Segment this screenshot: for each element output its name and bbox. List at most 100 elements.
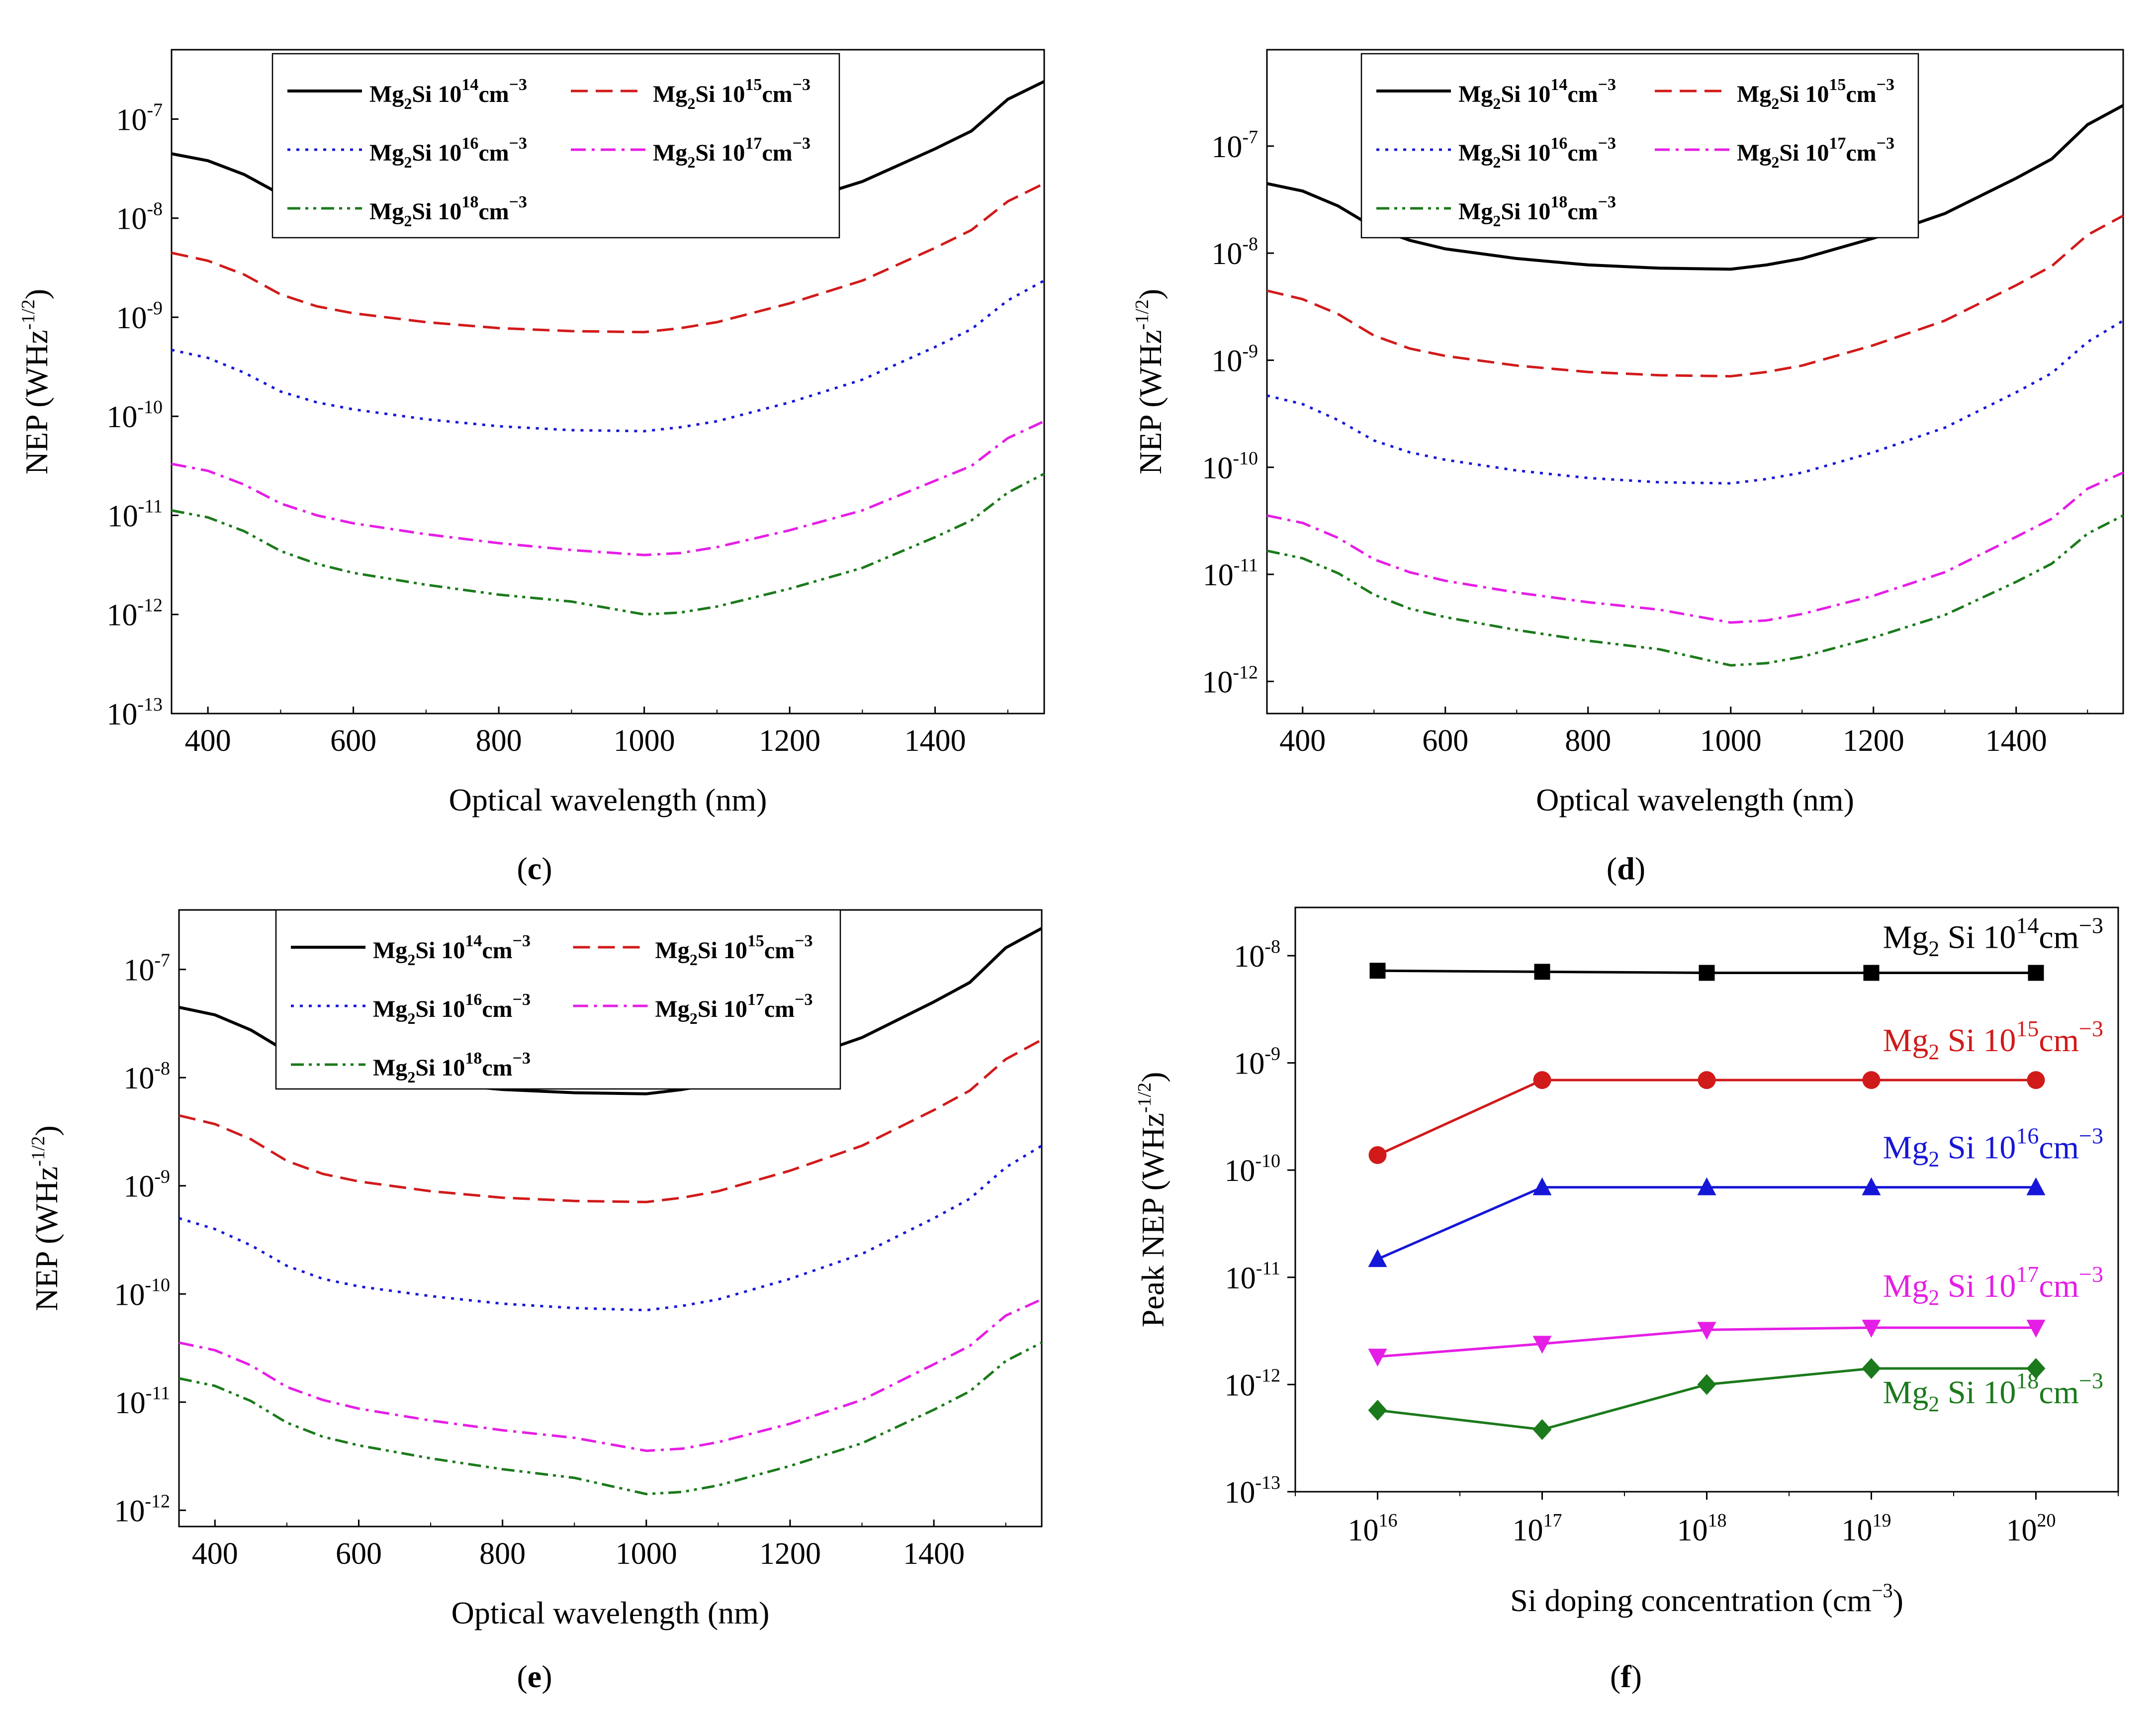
panel-label-c: (c) [517,851,552,886]
data-point-square [1534,964,1550,980]
data-point-circle [2027,1071,2045,1089]
series-line-e-2 [179,1038,1043,1203]
legend-label: Mg2Si 1018cm−3 [369,193,527,230]
legend-label: Mg2Si 1015cm−3 [1737,76,1894,112]
data-point-triangle-up [1368,1249,1387,1267]
data-point-diamond [1368,1400,1387,1421]
chart-d: 400 600 800 1000 1200 1400 10-12 10-11 10-10 10-9… [1132,49,2124,817]
y-tick-label: 10-9 [123,1167,170,1204]
x-axis-label: Si doping concentration (cm−3) [1510,1579,1903,1618]
x-tick-label: 1400 [904,724,966,758]
legend-d: Mg2Si 1014cm−3 Mg2Si 1015cm−3 Mg2Si 1016cm… [1360,53,1919,239]
series-line-e-4 [179,1298,1043,1452]
x-tick-label: 1400 [1985,724,2047,758]
data-point-triangle-up [1532,1177,1552,1195]
series-label-f-2: Mg2 Si 1015cm−3 [1883,1016,2103,1064]
data-point-circle [1862,1071,1881,1089]
y-tick-label: 10-8 [123,1058,170,1095]
legend-label: Mg2Si 1018cm−3 [1458,193,1616,230]
y-tick-label: 10-11 [107,496,163,533]
x-tick-label: 1200 [1843,724,1904,758]
legend-label: Mg2Si 1015cm−3 [653,76,810,112]
data-point-circle [1368,1146,1387,1165]
data-point-diamond [1862,1358,1881,1379]
legend-label: Mg2Si 1017cm−3 [653,134,810,171]
data-point-triangle-down [1532,1336,1552,1354]
legend-label: Mg2Si 1014cm−3 [373,932,531,969]
y-tick-label: 10-10 [114,1274,170,1312]
x-tick-label: 400 [192,1537,238,1571]
legend-label: Mg2Si 1017cm−3 [655,991,813,1027]
x-tick-label: 800 [479,1537,526,1571]
panel-label-d-text: d [1617,851,1635,886]
legend-label: Mg2Si 1016cm−3 [369,134,527,171]
panel-label-c-text: c [527,851,542,886]
data-point-diamond [1697,1374,1716,1395]
data-point-circle [1533,1071,1551,1089]
panel-label-f: (f) [1610,1659,1642,1694]
data-point-square [1369,963,1386,979]
series-line-e-3 [179,1145,1043,1312]
data-point-triangle-down [1862,1320,1881,1338]
legend-label: Mg2Si 1016cm−3 [1458,134,1616,171]
data-point-diamond [2026,1358,2046,1379]
chart-f: 1016 1017 1018 1019 1020 10-13 10-12 10-11 10-10… [1134,906,2119,1618]
x-tick-label: 600 [330,724,376,758]
series-line-f-2 [1377,1079,2036,1157]
x-tick-label: 1000 [614,724,675,758]
y-tick-label: 10-11 [115,1383,170,1420]
legend-label: Mg2Si 1017cm−3 [1737,134,1894,171]
series-line-d-4 [1266,471,2124,624]
series-line-c-3 [171,279,1045,433]
panel-label-e-text: e [527,1659,542,1694]
plot-frame-c [171,49,1045,715]
x-axis-label: Optical wavelength (nm) [1536,782,1854,817]
y-tick-label: 10-7 [1211,127,1258,164]
series-line-d-3 [1266,319,2124,485]
data-point-triangle-up [1862,1177,1881,1195]
series-label-f-4: Mg2 Si 1017cm−3 [1883,1261,2103,1310]
y-tick-label: 10-10 [1224,1151,1280,1188]
series-line-c-5 [171,472,1045,616]
x-tick-label: 1000 [1700,724,1762,758]
data-point-square [1699,965,1715,981]
plot-frame-d [1266,49,2124,715]
series-label-f-3: Mg2 Si 1016cm−3 [1883,1123,2103,1171]
series-line-e-5 [179,1341,1043,1496]
legend-box-d [1360,53,1919,239]
y-tick-label: 10-13 [1224,1472,1280,1510]
data-point-diamond [1532,1419,1552,1440]
panel-label-f-text: f [1620,1659,1631,1694]
data-point-square [2028,965,2044,981]
legend-box-c [271,53,840,239]
legend-label: Mg2Si 1018cm−3 [373,1049,531,1086]
y-tick-label: 10-12 [106,595,163,632]
data-point-triangle-down [1697,1322,1716,1340]
data-point-square [1863,965,1880,981]
series-line-d-5 [1266,514,2124,667]
x-tick-label: 600 [1422,724,1468,758]
y-axis-label: NEP (WHz-1/2) [28,1125,64,1311]
x-tick-label: 400 [1279,724,1326,758]
y-tick-label: 10-13 [106,694,163,731]
panel-label-d: (d) [1606,851,1646,886]
series-line-f-3 [1377,1186,2036,1261]
panel-label-e: (e) [517,1659,552,1694]
y-tick-label: 10-12 [1224,1365,1280,1402]
legend-label: Mg2Si 1014cm−3 [1458,76,1616,112]
y-tick-label: 10-7 [116,99,163,137]
y-tick-label: 10-12 [114,1491,170,1528]
y-tick-label: 10-9 [1211,341,1258,378]
x-tick-label: 1019 [1842,1510,1891,1547]
data-point-triangle-down [2026,1320,2046,1338]
legend-box-e [275,909,841,1090]
data-point-triangle-up [1697,1177,1716,1195]
y-tick-label: 10-11 [1225,1258,1280,1295]
y-tick-label: 10-10 [106,397,163,434]
y-tick-label: 10-9 [116,298,163,335]
y-tick-label: 10-12 [1202,662,1258,699]
x-tick-label: 1200 [759,724,820,758]
x-axis-label: Optical wavelength (nm) [451,1595,770,1630]
legend-label: Mg2Si 1014cm−3 [369,76,527,112]
